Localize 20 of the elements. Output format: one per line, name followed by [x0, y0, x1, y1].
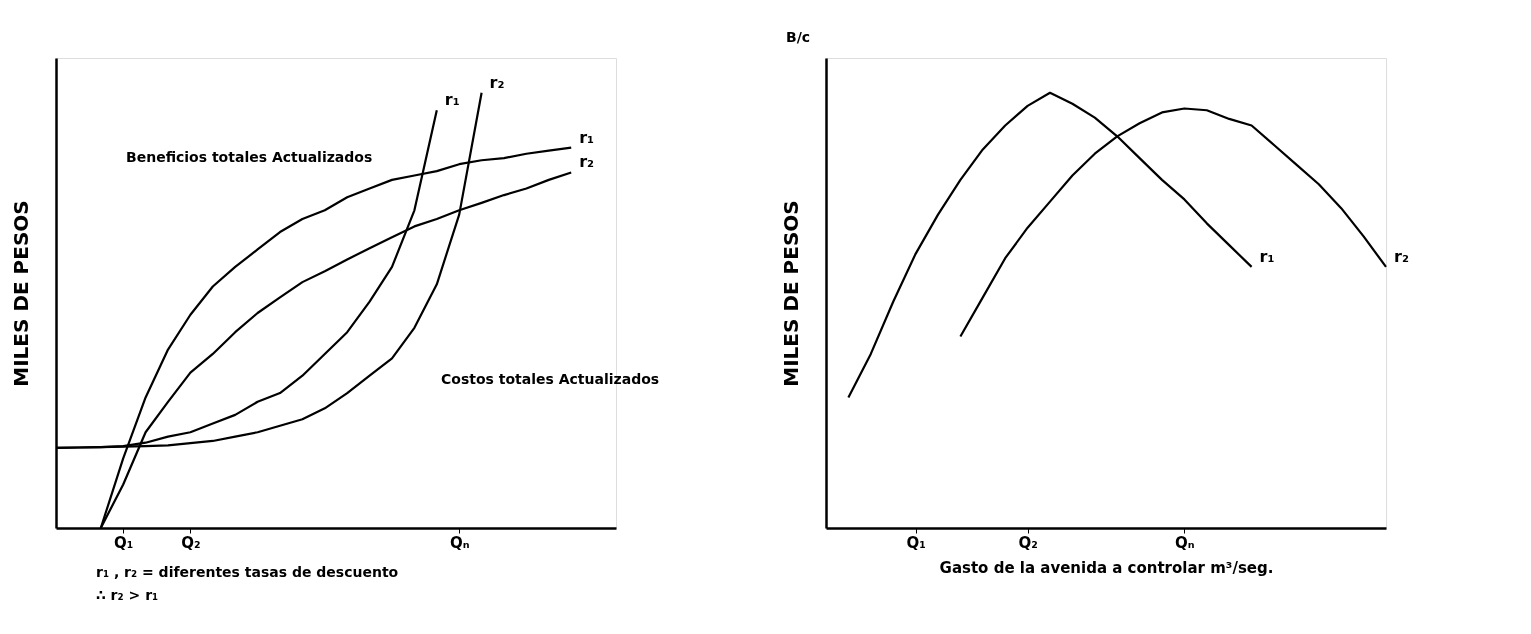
x-tick-label: Q₁: [906, 533, 926, 552]
annotation: Beneficios totales Actualizados: [126, 149, 373, 165]
text: B/c: [786, 29, 811, 45]
x-tick-label: Q₁: [114, 533, 134, 552]
annotation: Costos totales Actualizados: [441, 371, 660, 387]
x-tick-label: Q₂: [181, 533, 201, 552]
series-label: r₂: [579, 152, 595, 172]
x-tick-label: Qₙ: [1175, 533, 1195, 552]
y-axis-title: MILES DE PESOS: [8, 200, 33, 387]
series-label: r₁: [1259, 246, 1275, 266]
text: r₁ , r₂ = diferentes tasas de descuento: [96, 564, 399, 580]
series-label: r₂: [489, 72, 505, 92]
y-axis-title: MILES DE PESOS: [778, 200, 803, 387]
series-label: r₁: [444, 90, 460, 110]
series-label: r₁: [579, 127, 595, 147]
x-tick-label: Qₙ: [449, 533, 470, 552]
x-tick-label: Q₂: [1018, 533, 1038, 552]
series-label: r₂: [1394, 246, 1409, 266]
x-axis-title: Gasto de la avenida a controlar m³/seg.: [939, 558, 1274, 577]
text: ∴ r₂ > r₁: [96, 587, 159, 603]
